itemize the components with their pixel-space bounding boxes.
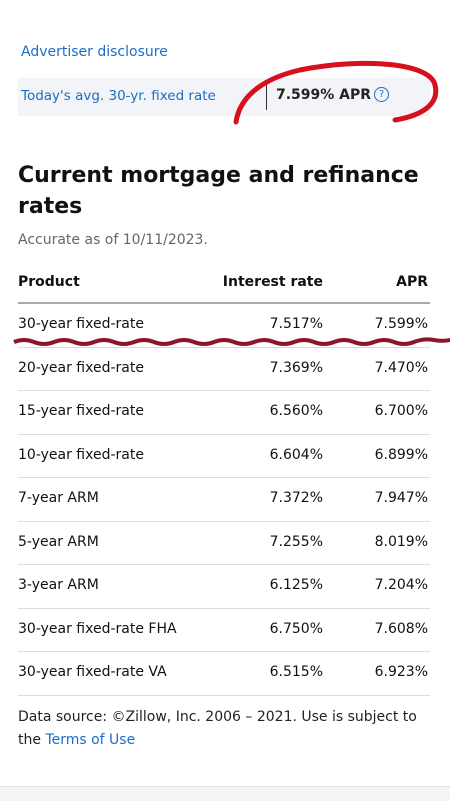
table-cell: 7.947% (374, 490, 428, 506)
column-header: Interest rate (222, 274, 323, 290)
table-row: 10-year fixed-rate 6.604% 6.899% (18, 435, 430, 478)
banner-value: 7.599% APR (276, 87, 372, 103)
table-cell: 3-year ARM (18, 577, 99, 593)
rates-table: Product Interest rate APR 30-year fixed-rat… (18, 262, 430, 696)
table-row: 30-year fixed-rate 7.517% 7.599% (18, 304, 430, 348)
banner-label[interactable]: Today's avg. 30-yr. fixed rate (21, 88, 216, 104)
table-row: 15-year fixed-rate 6.560% 6.700% (18, 391, 430, 435)
table-cell: 8.019% (374, 533, 428, 550)
footer-text: Data source: ©Zillow, Inc. 2006 – 2021. … (18, 709, 417, 748)
table-cell: 6.515% (269, 664, 323, 680)
table-cell: 30-year fixed-rate VA (18, 664, 167, 680)
table-row: 30-year fixed-rate VA 6.515% 6.923% (18, 652, 430, 696)
rate-banner: Today's avg. 30-yr. fixed rate 7.599% AP… (18, 78, 430, 116)
table-row: 3-year ARM 6.125% 7.204% (18, 565, 430, 609)
advertiser-disclosure[interactable]: Advertiser disclosure (21, 44, 168, 60)
table-cell: 6.750% (269, 620, 323, 637)
table-cell: 6.560% (269, 403, 323, 419)
table-row: 5-year ARM 7.255% 8.019% (18, 522, 430, 565)
table-header: Product Interest rate APR (18, 262, 430, 304)
table-cell: 20-year fixed-rate (18, 359, 144, 376)
help-icon[interactable]: ? (374, 87, 389, 102)
table-row: 20-year fixed-rate 7.369% 7.470% (18, 348, 430, 391)
table-cell: 30-year fixed-rate FHA (18, 620, 177, 637)
title: Current mortgage and refinance rates (18, 163, 419, 219)
footer: Data source: ©Zillow, Inc. 2006 – 2021. … (18, 706, 438, 752)
banner-separator (266, 84, 267, 110)
table-cell: 6.700% (374, 403, 428, 419)
table-cell: 7.204% (374, 577, 428, 593)
terms-link[interactable]: Terms of Use (45, 732, 136, 748)
table-cell: 5-year ARM (18, 533, 99, 550)
column-header: APR (396, 274, 428, 290)
table-cell: 7-year ARM (18, 490, 99, 506)
bottom-bar (0, 786, 450, 801)
table-cell: 30-year fixed-rate (18, 316, 144, 332)
table-cell: 6.923% (374, 664, 428, 680)
table-cell: 6.899% (374, 446, 428, 463)
table-cell: 7.369% (269, 359, 323, 376)
column-header: Product (18, 274, 80, 290)
table-row: 7-year ARM 7.372% 7.947% (18, 478, 430, 522)
table-cell: 6.125% (269, 577, 323, 593)
table-cell: 7.608% (374, 620, 428, 637)
subtitle: Accurate as of 10/11/2023. (18, 232, 208, 248)
table-cell: 10-year fixed-rate (18, 446, 144, 463)
table-row: 30-year fixed-rate FHA 6.750% 7.608% (18, 609, 430, 652)
table-cell: 7.470% (374, 359, 428, 376)
table-cell: 7.599% (374, 316, 428, 332)
table-cell: 6.604% (269, 446, 323, 463)
table-cell: 7.517% (269, 316, 323, 332)
table-cell: 7.372% (269, 490, 323, 506)
table-cell: 15-year fixed-rate (18, 403, 144, 419)
table-cell: 7.255% (269, 533, 323, 550)
